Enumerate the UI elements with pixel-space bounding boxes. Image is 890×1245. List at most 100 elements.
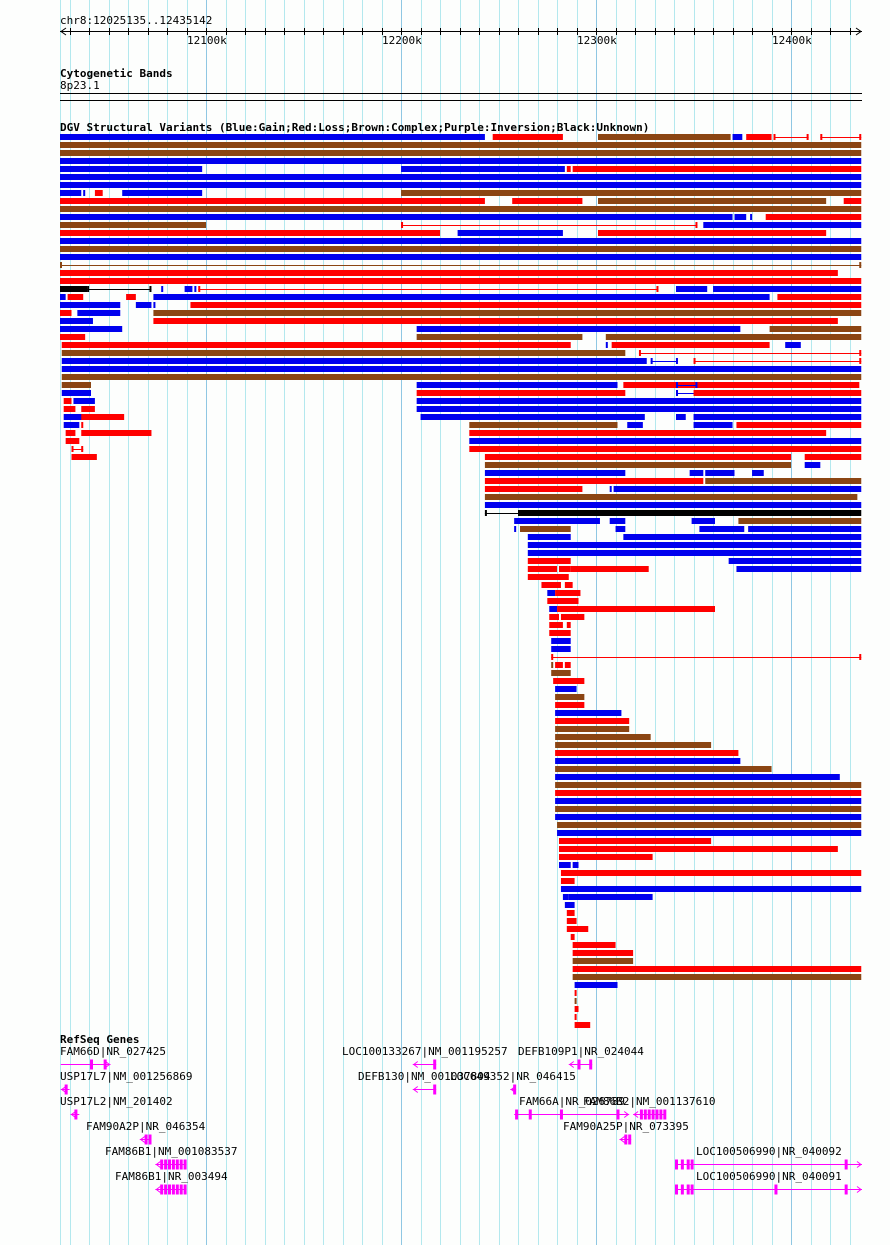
- sv-bar: [560, 614, 585, 620]
- dgv-track-title[interactable]: DGV Structural Variants (Blue:Gain;Red:L…: [60, 121, 650, 134]
- sv-bar: [555, 710, 622, 716]
- gene-label[interactable]: FAM66A|NR_026789: [519, 1095, 625, 1108]
- sv-bar: [559, 566, 571, 572]
- sv-bar: [94, 190, 103, 196]
- sv-bar: [689, 470, 704, 476]
- gene-label[interactable]: DEFB109P1|NR_024044: [518, 1045, 644, 1058]
- sv-bar: [555, 774, 840, 780]
- gene-strand-arrow: [155, 1186, 161, 1193]
- sv-bar: [190, 302, 862, 308]
- sv-bar: [574, 1006, 579, 1012]
- sv-bar: [732, 134, 743, 140]
- sv-bar: [609, 518, 626, 524]
- gene-exon: [160, 1159, 164, 1170]
- sv-bar: [705, 478, 862, 484]
- sv-bar: [520, 510, 862, 516]
- refseq-track-title[interactable]: RefSeq Genes: [60, 1033, 140, 1046]
- gene-label[interactable]: USP17L7|NM_001256869: [60, 1070, 193, 1083]
- sv-bar: [547, 598, 579, 604]
- sv-bar: [570, 566, 649, 572]
- sv-bar: [555, 806, 862, 812]
- sv-bar: [559, 846, 838, 852]
- ruler-tick-label: 12100k: [187, 34, 227, 47]
- sv-bar: [81, 406, 95, 412]
- sv-bar: [555, 814, 862, 820]
- sv-bar: [153, 302, 156, 308]
- sv-bar: [598, 198, 827, 204]
- sv-bar: [527, 534, 571, 540]
- sv-bar: [527, 558, 571, 564]
- sv-bar: [562, 894, 569, 900]
- sv-bar: [736, 422, 862, 428]
- gene-exon: [690, 1184, 694, 1195]
- sv-bar: [60, 302, 121, 308]
- sv-bar: [81, 422, 84, 428]
- sv-bar: [60, 310, 72, 316]
- sv-bar: [605, 334, 862, 340]
- gene-exon: [589, 1059, 593, 1070]
- sv-bar: [572, 166, 862, 172]
- ruler-left-arrow: [60, 27, 67, 36]
- sv-cap: [518, 510, 521, 516]
- sv-bar: [484, 454, 792, 460]
- gene-exon: [148, 1134, 152, 1145]
- sv-bar: [492, 134, 563, 140]
- sv-bar: [574, 1014, 577, 1020]
- sv-bar: [734, 214, 747, 220]
- sv-bar: [416, 390, 626, 396]
- sv-bar: [122, 190, 203, 196]
- gene-exon: [513, 1084, 517, 1095]
- sv-bar: [728, 558, 862, 564]
- sv-cap: [695, 222, 698, 228]
- sv-bar: [547, 590, 556, 596]
- sv-bar: [559, 854, 653, 860]
- sv-bar: [61, 374, 862, 380]
- gene-label[interactable]: LOC100133267|NM_001195257: [342, 1045, 508, 1058]
- gene-label[interactable]: LOC649352|NR_046415: [450, 1070, 576, 1083]
- gene-strand-arrow: [105, 1061, 111, 1068]
- sv-bar: [551, 638, 571, 644]
- sv-bar: [60, 214, 733, 220]
- cytoband-label[interactable]: 8p23.1: [60, 79, 100, 92]
- sv-bar: [153, 310, 862, 316]
- gene-exon: [103, 1059, 107, 1070]
- sv-cap: [638, 350, 641, 356]
- sv-bar: [566, 166, 571, 172]
- sv-bar: [555, 750, 739, 756]
- sv-bar: [73, 398, 95, 404]
- sv-bar: [777, 294, 862, 300]
- sv-bar: [566, 926, 589, 932]
- sv-bar: [555, 734, 651, 740]
- sv-bar: [61, 366, 862, 372]
- sv-bar: [574, 1022, 591, 1028]
- gene-label[interactable]: LOC100506990|NR_040092: [696, 1145, 842, 1158]
- ruler-tick-label: 12400k: [772, 34, 812, 47]
- sv-bar: [750, 214, 753, 220]
- gene-exon: [168, 1159, 172, 1170]
- sv-bar: [484, 502, 862, 508]
- gene-label[interactable]: USP17L2|NM_201402: [60, 1095, 173, 1108]
- sv-bar: [623, 534, 862, 540]
- gene-exon: [628, 1134, 632, 1145]
- sv-bar: [416, 326, 741, 332]
- gene-label[interactable]: FAM90A2P|NR_046354: [86, 1120, 206, 1133]
- gene-label[interactable]: FAM86B2|NM_001137610: [583, 1095, 716, 1108]
- sv-cap: [859, 654, 862, 660]
- gene-label[interactable]: FAM90A25P|NR_073395: [563, 1120, 689, 1133]
- gene-label[interactable]: DEFB130|NM_001037804: [358, 1070, 491, 1083]
- gene-label[interactable]: FAM86B1|NR_003494: [115, 1170, 228, 1183]
- gene-label[interactable]: FAM86B1|NM_001083537: [105, 1145, 238, 1158]
- sv-bar: [416, 406, 862, 412]
- sv-bar: [61, 358, 647, 364]
- gene-exon: [686, 1184, 690, 1195]
- gene-label[interactable]: LOC100506990|NR_040091: [696, 1170, 842, 1183]
- gene-label[interactable]: FAM66D|NR_027425: [60, 1045, 166, 1058]
- sv-bar: [785, 342, 801, 348]
- gene-exon: [577, 1059, 581, 1070]
- cytoband-track-title[interactable]: Cytogenetic Bands: [60, 67, 173, 80]
- sv-bar: [566, 918, 577, 924]
- sv-bar: [420, 414, 645, 420]
- sv-cap: [806, 134, 809, 140]
- sv-bar: [718, 222, 862, 228]
- sv-bar: [693, 414, 862, 420]
